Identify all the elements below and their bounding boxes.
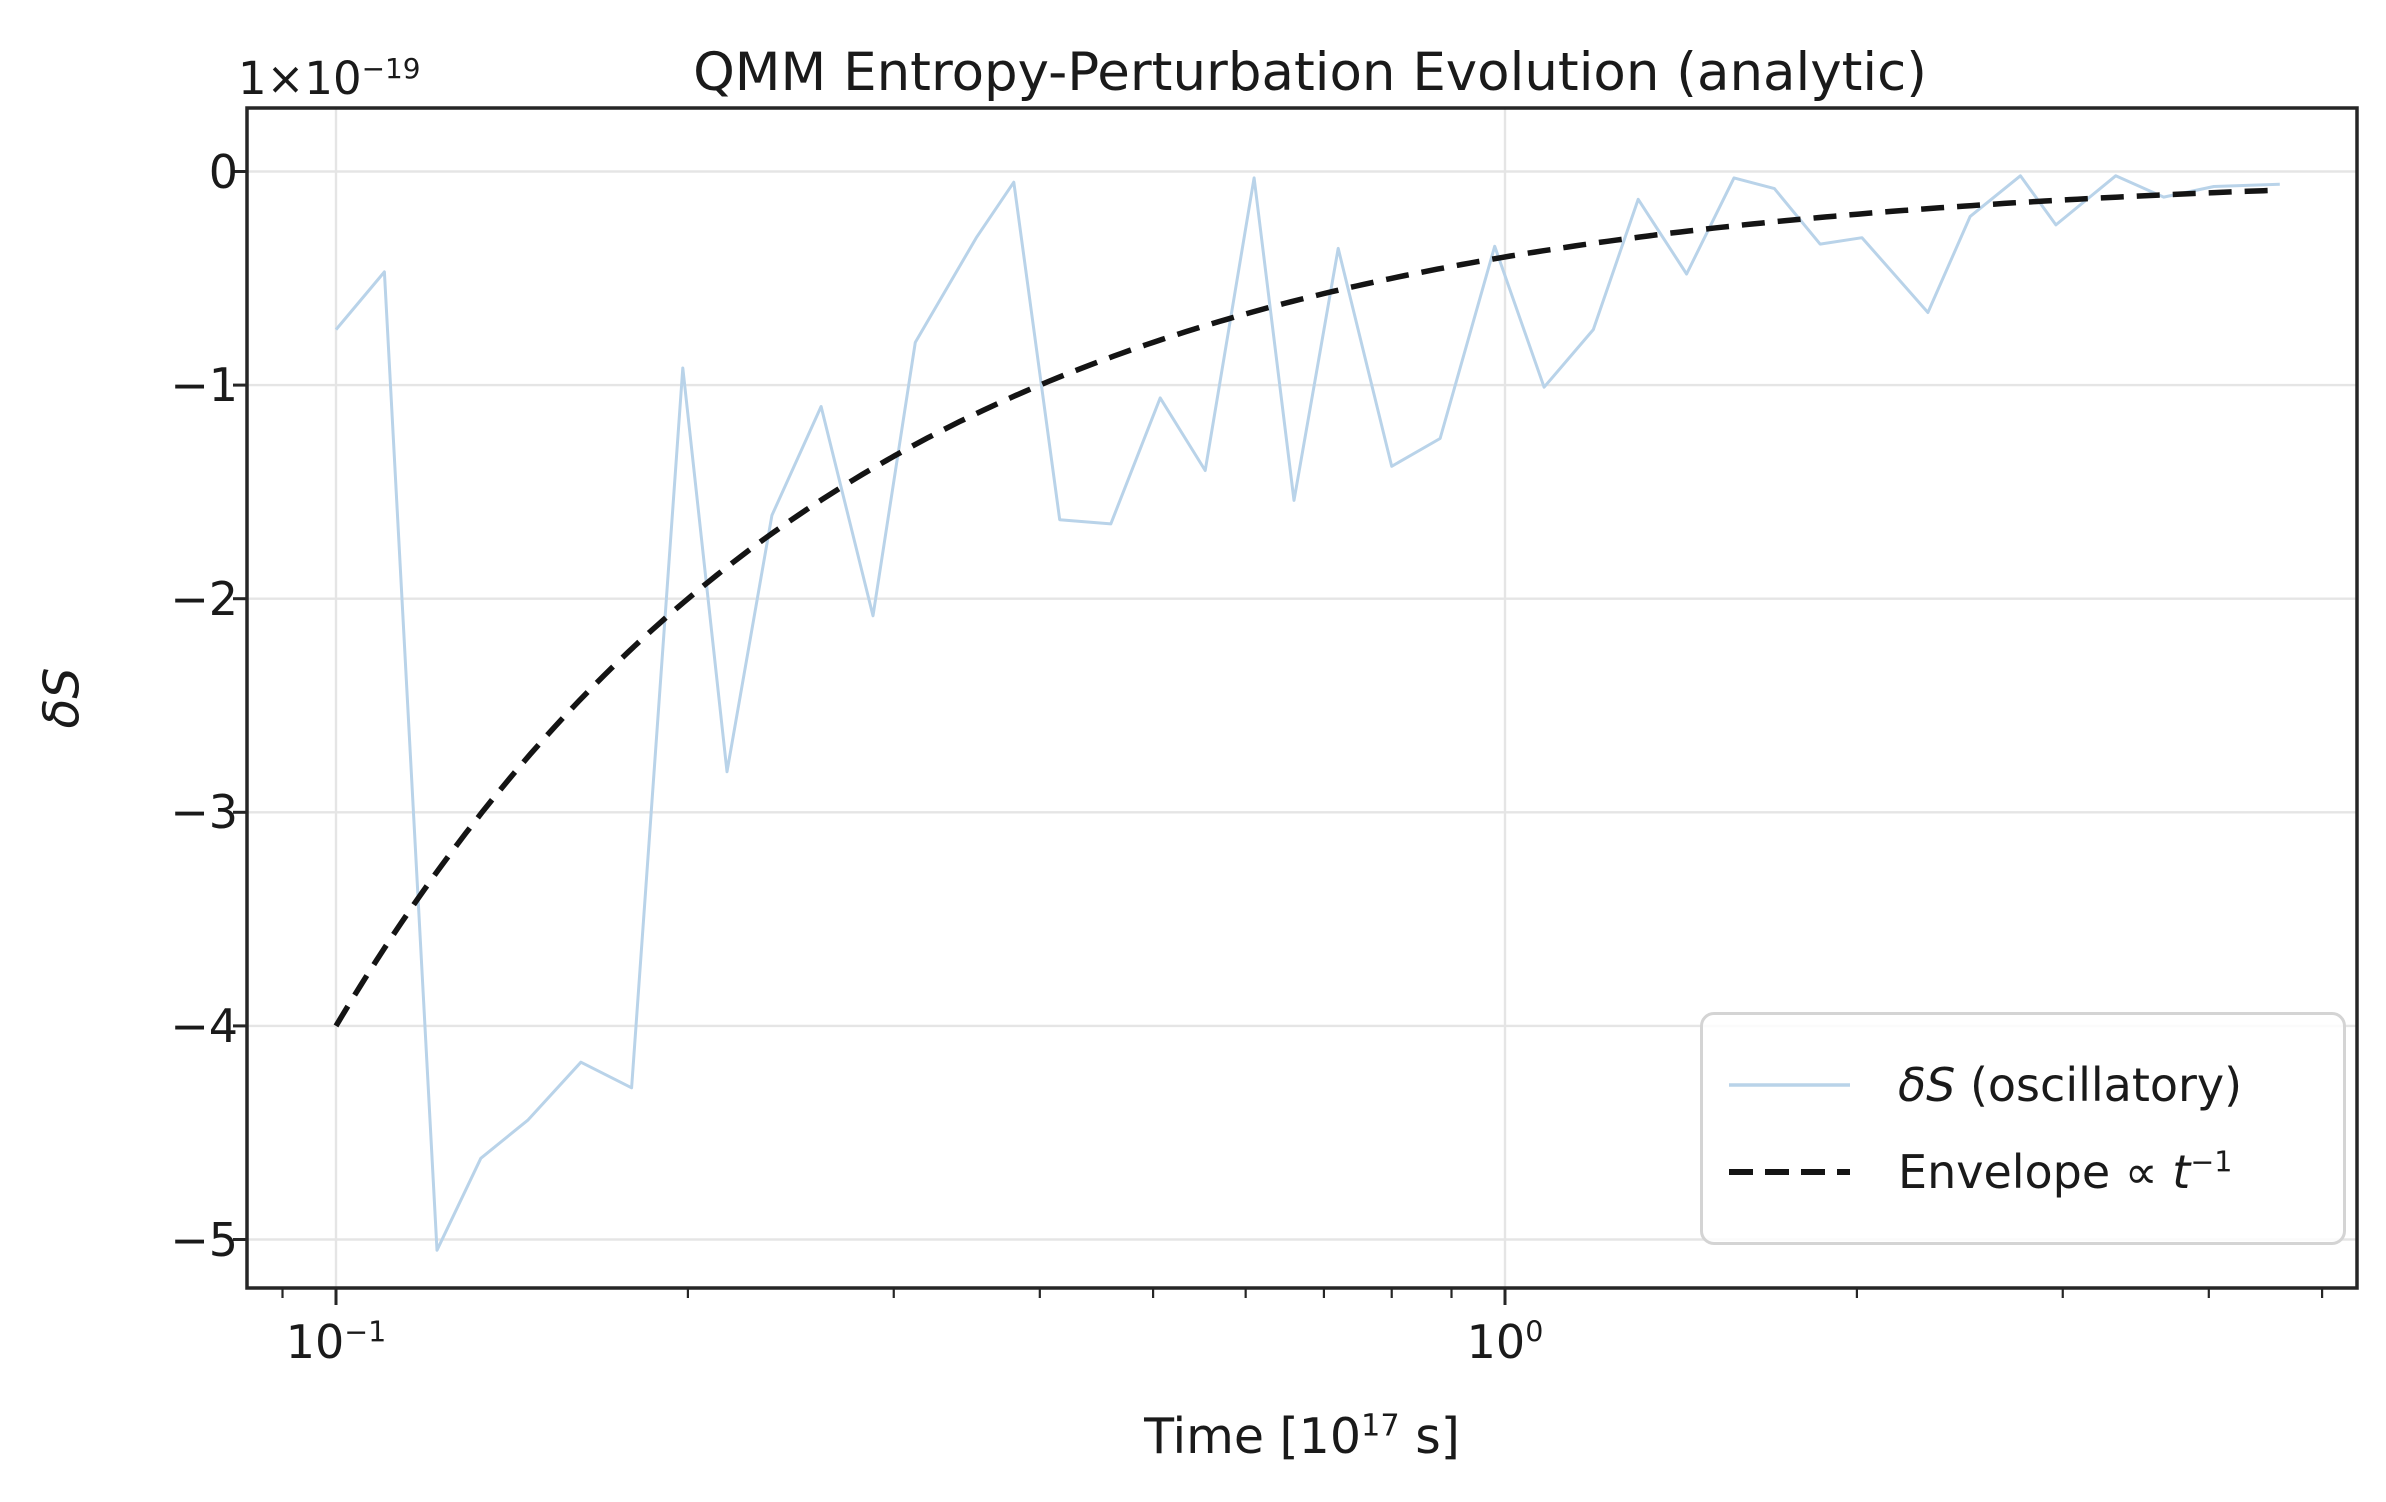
legend-label-var: t — [2172, 1145, 2191, 1199]
legend-label-envelope: Envelope ∝ t−1 — [1898, 1145, 2232, 1199]
legend: δS (oscillatory) Envelope ∝ t−1 — [1700, 1012, 2346, 1245]
legend-label-math: δS — [1898, 1058, 1956, 1112]
oscillatory-series-line — [334, 174, 2280, 1252]
tick-base: 10 — [1466, 1315, 1526, 1369]
y-tick-label: −1 — [170, 358, 238, 413]
tick-exponent: 0 — [1525, 1315, 1544, 1349]
y-tick-label: 0 — [208, 144, 238, 199]
axes-spines — [245, 106, 2359, 1290]
x-tick-label-1: 100 — [1467, 1315, 1544, 1369]
xlabel-exponent: 17 — [1361, 1408, 1400, 1444]
y-axis-label: δS — [33, 667, 91, 729]
chart-title: QMM Entropy-Perturbation Evolution (anal… — [693, 42, 1927, 103]
legend-entry-envelope: Envelope ∝ t−1 — [1727, 1145, 2319, 1199]
y-tick-label: −3 — [170, 785, 238, 840]
xlabel-pre: Time [10 — [1144, 1408, 1362, 1465]
legend-label-rest: (oscillatory) — [1955, 1058, 2243, 1112]
legend-label-oscillatory: δS (oscillatory) — [1898, 1058, 2242, 1112]
envelope-line — [333, 187, 2280, 1028]
legend-entry-oscillatory: δS (oscillatory) — [1727, 1058, 2319, 1112]
offset-exponent: −19 — [361, 52, 421, 85]
legend-line-sample-envelope — [1729, 1169, 1850, 1175]
x-axis-label: Time [1017 s] — [1144, 1408, 1460, 1465]
offset-base: 1×10 — [238, 52, 362, 105]
legend-label-exponent: −1 — [2190, 1145, 2233, 1179]
x-tick-label-0.1: 10−1 — [286, 1315, 387, 1369]
xlabel-post: s] — [1399, 1408, 1460, 1465]
y-tick-label: −4 — [170, 998, 238, 1053]
y-tick-label: −5 — [170, 1212, 238, 1267]
axis-offset-text: 1×10−19 — [238, 52, 420, 105]
tick-exponent: −1 — [344, 1315, 387, 1349]
y-tick-label: −2 — [170, 571, 238, 626]
tick-base: 10 — [285, 1315, 345, 1369]
legend-label-pre: Envelope ∝ — [1898, 1145, 2173, 1199]
legend-line-sample-oscillatory — [1729, 1083, 1850, 1087]
